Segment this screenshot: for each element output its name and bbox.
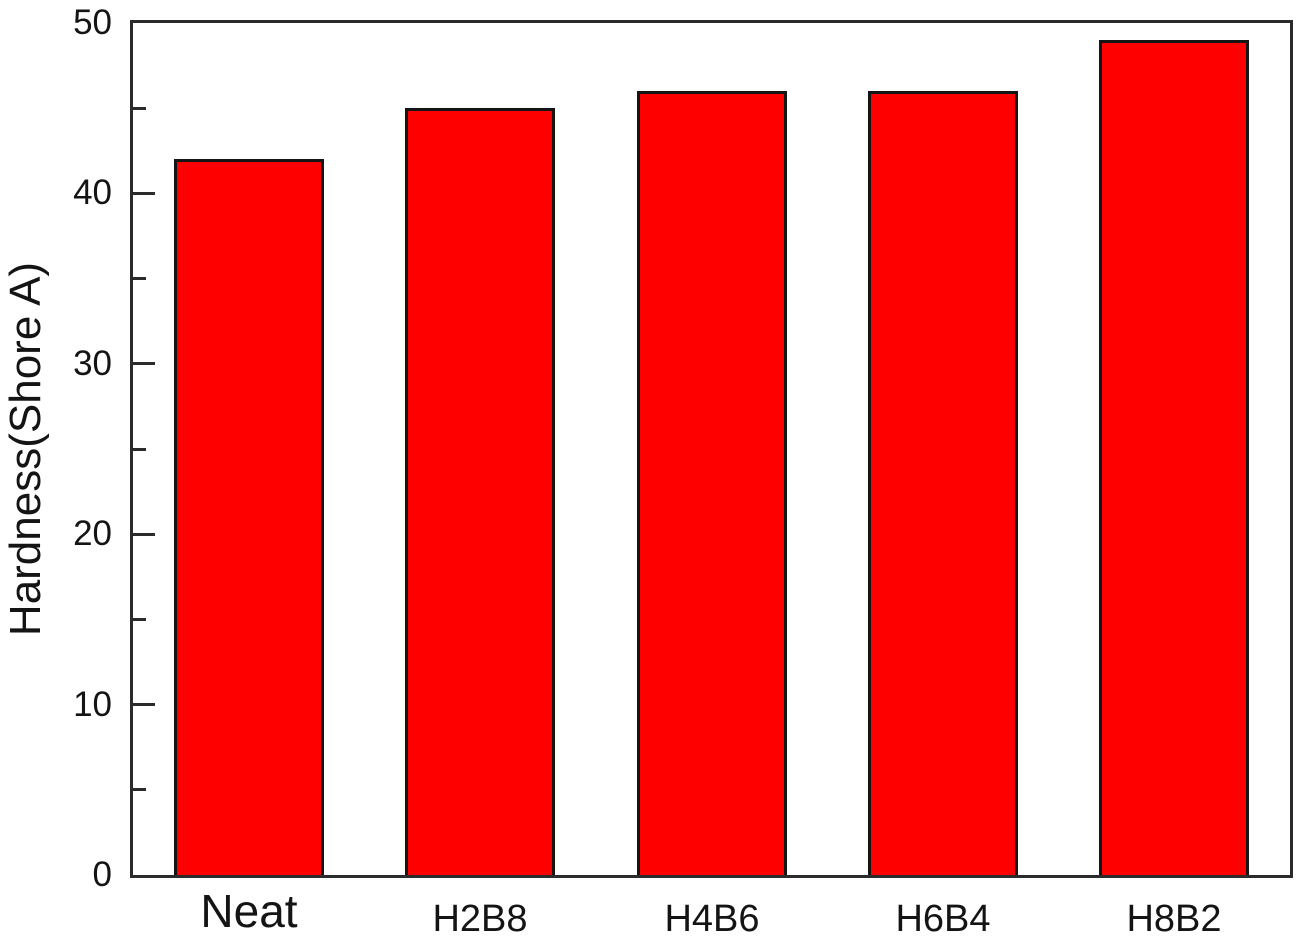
bar-neat [174,159,324,875]
y-tick-label-50: 50 [73,3,112,42]
y-major-tick [133,703,155,706]
x-label-h6b4: H6B4 [895,898,991,939]
bar-h8b2 [1099,40,1249,875]
bar-h6b4 [868,91,1018,875]
x-label-h2b8: H2B8 [432,898,528,939]
y-minor-tick [133,107,146,110]
y-tick-label-10: 10 [73,685,112,724]
y-minor-tick [133,788,146,791]
x-label-h8b2: H8B2 [1126,898,1222,939]
y-minor-tick [133,618,146,621]
y-minor-tick [133,277,146,280]
y-tick-label-40: 40 [73,173,112,212]
y-axis-title: Hardness(Shore A) [1,261,50,637]
bar-h4b6 [637,91,787,875]
y-tick-label-30: 30 [73,344,112,383]
plot-area [130,20,1293,878]
y-tick-label-20: 20 [73,514,112,553]
bar-h2b8 [405,108,555,875]
y-major-tick [133,533,155,536]
y-minor-tick [133,448,146,451]
y-tick-label-0: 0 [92,855,112,894]
x-label-h4b6: H4B6 [664,898,760,939]
y-major-tick [133,362,155,365]
x-label-neat: Neat [200,885,298,937]
y-major-tick [133,192,155,195]
